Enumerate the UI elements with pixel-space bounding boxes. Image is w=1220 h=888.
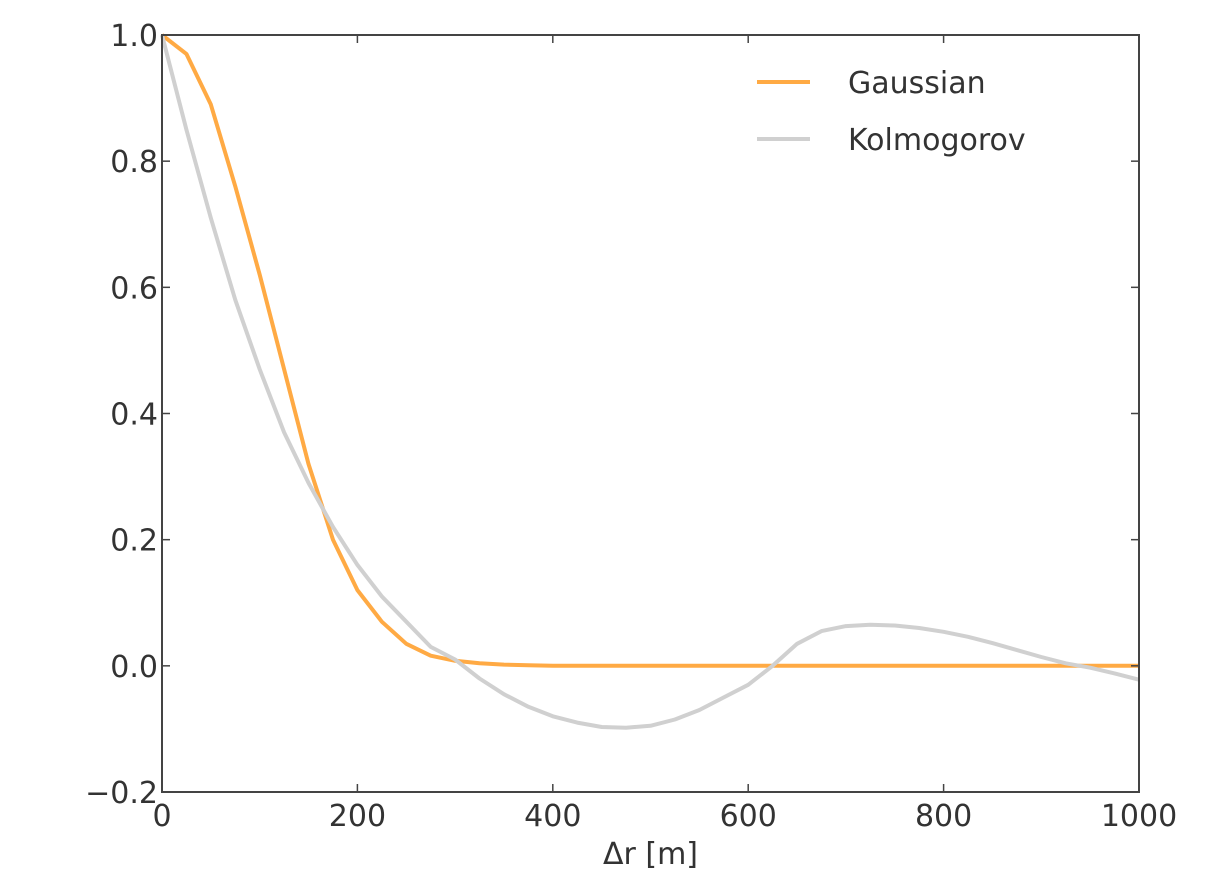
y-tick-label: 0.4 [110, 398, 158, 433]
legend: Gaussian Kolmogorov [757, 66, 1026, 158]
y-axis: −0.2 0.0 0.2 0.4 0.6 0.8 1.0 [85, 19, 1139, 811]
y-tick-label: 1.0 [110, 19, 158, 54]
x-tick-label: 0 [152, 799, 171, 834]
y-tick-label: 0.6 [110, 271, 158, 306]
x-axis-label: Δr [m] [603, 837, 698, 872]
legend-label-gaussian: Gaussian [848, 66, 986, 101]
x-tick-label: 200 [329, 799, 386, 834]
y-tick-label: 0.8 [110, 145, 158, 180]
x-tick-label: 600 [720, 799, 777, 834]
x-axis: 0 200 400 600 800 1000 [152, 35, 1177, 834]
series-line-kolmogorov [160, 34, 1140, 730]
x-tick-label: 400 [524, 799, 581, 834]
y-tick-label: −0.2 [85, 776, 158, 811]
y-tick-label: 0.0 [110, 650, 158, 685]
x-tick-label: 1000 [1101, 799, 1177, 834]
series-line-gaussian [160, 33, 1139, 668]
x-tick-label: 800 [915, 799, 972, 834]
legend-label-kolmogorov: Kolmogorov [848, 123, 1026, 158]
series-layer [160, 33, 1140, 730]
y-tick-label: 0.2 [110, 524, 158, 559]
